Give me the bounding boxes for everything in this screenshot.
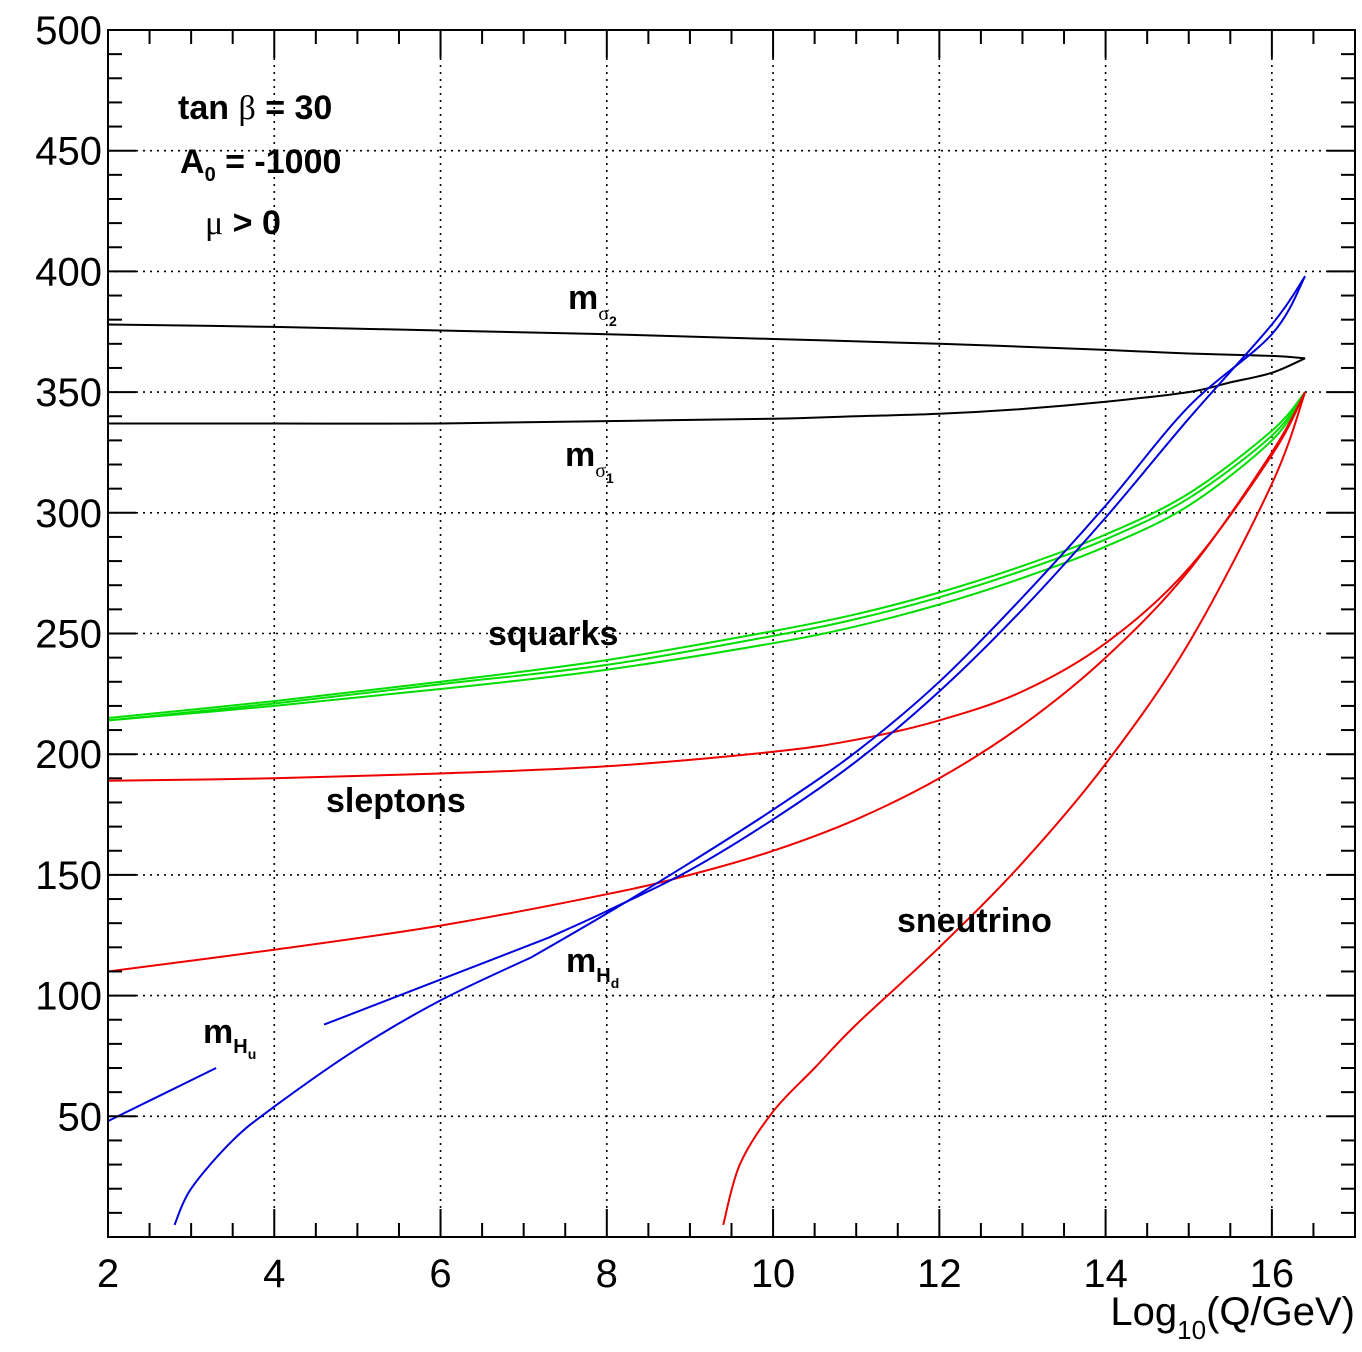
squarks-label: squarks (488, 615, 618, 653)
higgs-curve (531, 275, 1306, 958)
squarks-curve (107, 391, 1306, 722)
a0-label: A0 = -1000 (180, 143, 341, 186)
x-tick-label: 2 (97, 1252, 119, 1296)
m-hd-label: mHd (566, 942, 619, 991)
sleptons-curve (722, 391, 1307, 1226)
higgs-curve (323, 936, 549, 1026)
tick-labels: 2 4 6 8 10 12 14 16 50 100 150 200 250 300 350 400 450 50… (35, 9, 1294, 1296)
sigma-curve (107, 323, 1306, 360)
y-tick-label: 50 (58, 1095, 103, 1139)
x-axis-title: Log10(Q/GeV) (1110, 1290, 1355, 1345)
sigma-curve (108, 357, 1306, 425)
mu-label: μ > 0 (205, 204, 281, 242)
sneutrino-label: sneutrino (897, 902, 1052, 940)
gridlines (108, 30, 1355, 1237)
y-tick-label: 450 (35, 130, 102, 174)
x-tick-label: 10 (751, 1252, 796, 1296)
x-tick-label: 4 (263, 1252, 285, 1296)
curves (107, 275, 1307, 1226)
x-tick-label: 14 (1083, 1252, 1128, 1296)
squarks-curve (107, 391, 1306, 722)
sleptons-label: sleptons (326, 782, 466, 820)
higgs-curve (107, 1067, 217, 1122)
axis-ticks (107, 29, 1356, 1237)
y-tick-label: 200 (35, 733, 102, 777)
x-tick-label: 8 (596, 1252, 618, 1296)
higgs-curve (548, 275, 1306, 939)
squarks-curve (107, 391, 1306, 719)
sleptons-curve (107, 391, 1306, 782)
x-tick-label: 12 (917, 1252, 962, 1296)
y-tick-label: 300 (35, 492, 102, 536)
y-tick-label: 150 (35, 854, 102, 898)
m-sigma2-label: mσ2 (568, 279, 617, 329)
plot-frame (107, 29, 1356, 1238)
higgs-curve (173, 956, 533, 1226)
tan-beta-label: tan β = 30 (178, 89, 332, 127)
m-sigma1-label: mσ1 (565, 436, 614, 486)
y-tick-label: 500 (35, 9, 102, 53)
x-tick-label: 16 (1250, 1252, 1295, 1296)
y-tick-label: 250 (35, 613, 102, 657)
y-tick-label: 400 (35, 250, 102, 294)
y-tick-label: 350 (35, 371, 102, 415)
x-tick-label: 6 (429, 1252, 451, 1296)
y-tick-label: 100 (35, 975, 102, 1019)
m-hu-label: mHu (203, 1013, 256, 1062)
sleptons-curve (107, 391, 1306, 973)
